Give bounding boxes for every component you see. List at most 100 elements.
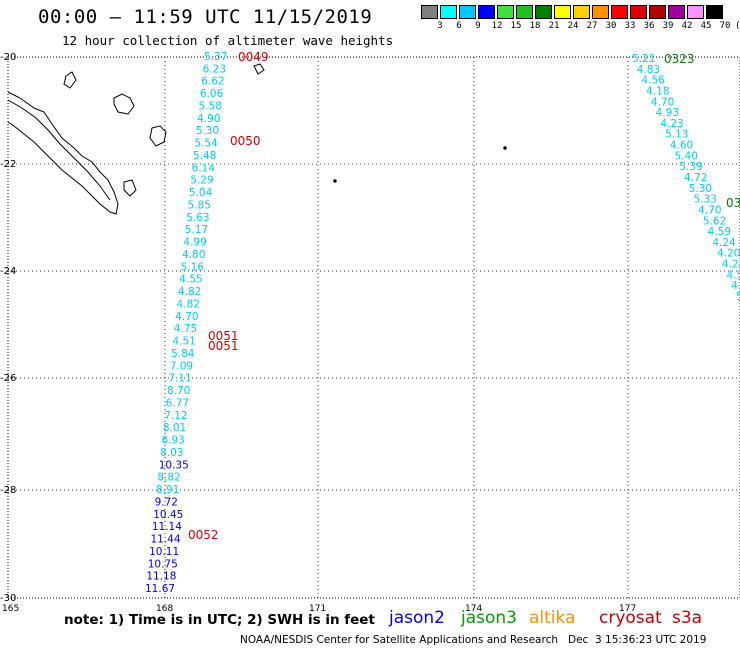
swh-value: 6.77 xyxy=(166,397,189,409)
coastline xyxy=(7,63,507,215)
scale-label: 24 xyxy=(567,21,579,31)
swh-value: 4.8 xyxy=(731,280,740,292)
swh-value: 4.20 xyxy=(717,248,740,260)
scale-label: 15 xyxy=(510,21,522,31)
scale-swatch xyxy=(478,5,495,19)
swh-value: 4.24 xyxy=(712,237,736,249)
swh-value: 5.30 xyxy=(689,183,712,195)
map-subtitle: 12 hour collection of altimeter wave hei… xyxy=(62,33,394,48)
lon-label: 174 xyxy=(465,604,482,614)
swh-value: 5.29 xyxy=(190,175,213,187)
scale-label: 30 xyxy=(605,21,617,31)
swh-value: 5.39 xyxy=(679,161,702,173)
new-caledonia-coast-inner xyxy=(7,99,111,201)
scale-label: 33 xyxy=(624,21,636,31)
swh-value: 10.35 xyxy=(159,459,189,471)
legend-jason2: jason2 xyxy=(389,608,445,628)
scale-swatch xyxy=(611,5,628,19)
pass-time-label: 0051 xyxy=(208,339,239,353)
swh-value: 5.58 xyxy=(199,100,222,112)
lon-label: 177 xyxy=(619,604,636,614)
legend-jason3: jason3 xyxy=(461,608,517,628)
swh-value: 5.48 xyxy=(193,150,216,162)
swh-value: 11.18 xyxy=(146,571,176,583)
scale-swatch xyxy=(516,5,533,19)
swh-value: 4.83 xyxy=(637,64,660,76)
scale-swatch xyxy=(573,5,590,19)
walpole-island xyxy=(253,63,265,75)
scale-label: 21 xyxy=(548,21,560,31)
swh-value: 4.70 xyxy=(698,204,721,216)
lat-label: -20 xyxy=(0,52,16,63)
scale-label: 9 xyxy=(475,21,481,31)
lat-label: -30 xyxy=(0,593,16,604)
swh-value: 4.56 xyxy=(641,75,665,87)
scale-swatch xyxy=(668,5,685,19)
swh-value: 4.18 xyxy=(646,85,669,97)
swh-value: 8.91 xyxy=(156,484,179,496)
scale-swatch xyxy=(649,5,666,19)
scale-label: 3 xyxy=(437,21,443,31)
swh-value: 5.04 xyxy=(189,187,213,199)
scale-swatch xyxy=(592,5,609,19)
swh-value: 4.72 xyxy=(684,172,707,184)
scale-label: 6 xyxy=(456,21,462,31)
pass-time-label: 0050 xyxy=(230,134,261,148)
swh-value: 8.01 xyxy=(163,422,186,434)
swh-value: 6.06 xyxy=(200,88,224,100)
swh-value: 5.40 xyxy=(675,150,698,162)
new-caledonia-coast xyxy=(7,91,119,215)
swh-value: 4.82 xyxy=(178,286,201,298)
units-note: note: 1) Time is in UTC; 2) SWH is in fe… xyxy=(64,612,375,628)
scale-label: 12 xyxy=(491,21,503,31)
map-title: 00:00 – 11:59 UTC 11/15/2019 xyxy=(38,6,373,28)
lat-label: -28 xyxy=(0,485,16,496)
swh-value: 4.70 xyxy=(175,311,198,323)
scale-swatch xyxy=(554,5,571,19)
graticule xyxy=(8,57,740,598)
loyalty-island-mare xyxy=(149,125,167,147)
swh-value: 5.21 xyxy=(632,53,655,65)
swh-value: 4.59 xyxy=(727,269,740,281)
scale-swatch xyxy=(706,5,723,19)
swh-value: 11.14 xyxy=(152,521,182,533)
swh-value: 5.84 xyxy=(171,348,195,360)
swh-value: 5.54 xyxy=(194,138,218,150)
scale-label: 70 xyxy=(719,21,731,31)
swh-value: 4.23 xyxy=(660,118,683,130)
islet-east xyxy=(503,146,507,150)
pass-time-label: 0049 xyxy=(238,50,269,64)
scale-label: 45 xyxy=(700,21,712,31)
lon-label: 171 xyxy=(309,604,326,614)
swh-value: 4.59 xyxy=(708,226,731,238)
scale-label: 42 xyxy=(681,21,693,31)
loyalty-island-lifou xyxy=(113,93,135,115)
pass-time-label: 0051 xyxy=(208,329,239,343)
islet-center xyxy=(333,179,337,183)
swh-value: 8.03 xyxy=(160,447,183,459)
swh-value: 8.82 xyxy=(157,472,180,484)
lon-label: 165 xyxy=(2,604,19,614)
swh-value: 4.55 xyxy=(179,274,202,286)
lat-label: -26 xyxy=(0,373,16,384)
swh-value: 5.13 xyxy=(665,129,688,141)
swh-value: 4.28 xyxy=(722,259,740,271)
jason2-swh-track: 5.376.236.626.065.584.905.305.545.486.14… xyxy=(145,50,269,595)
scale-swatch xyxy=(440,5,457,19)
swh-value: 5.62 xyxy=(703,215,726,227)
legend-cryosat: cryosat xyxy=(599,608,662,628)
scale-swatch xyxy=(630,5,647,19)
swh-value: 6.14 xyxy=(192,162,216,174)
swh-value: 9.72 xyxy=(155,496,178,508)
swh-value: 11.67 xyxy=(145,583,175,595)
lat-label: -22 xyxy=(0,159,16,170)
scale-swatch xyxy=(687,5,704,19)
swh-value: 4.80 xyxy=(182,249,205,261)
swh-value: 6.23 xyxy=(203,63,226,75)
legend-altika: altika xyxy=(529,608,576,628)
pass-time-label: 0052 xyxy=(188,528,219,542)
swh-value: 4.82 xyxy=(177,298,200,310)
swh-value: 5.16 xyxy=(181,261,205,273)
legend-s3a: s3a xyxy=(672,608,703,628)
